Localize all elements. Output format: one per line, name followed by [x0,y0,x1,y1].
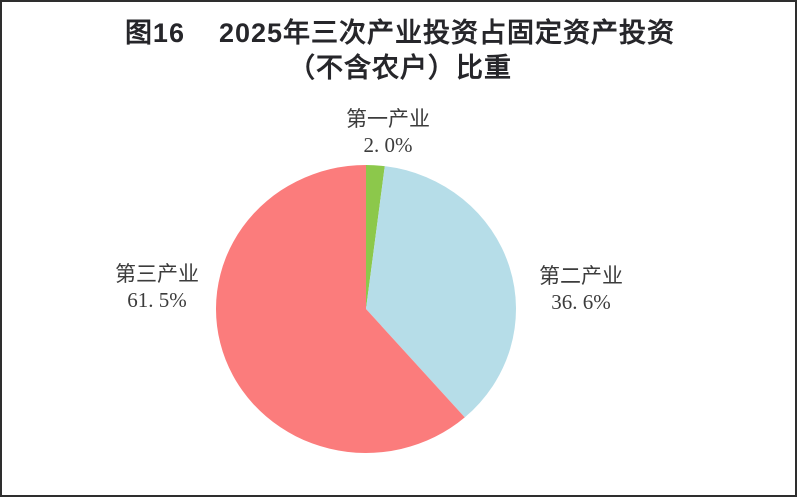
label-tertiary-industry: 第三产业 61. 5% [115,261,199,313]
label-tertiary-industry-value: 61. 5% [127,288,187,312]
figure-number: 图16 [124,18,185,48]
label-secondary-industry-value: 36. 6% [551,290,611,314]
pie-slice-secondary-industry [366,166,516,418]
pie-slice-tertiary-industry [215,165,465,454]
label-primary-industry-name: 第一产业 [346,107,430,131]
label-primary-industry-value: 2. 0% [363,133,413,157]
chart-title-line2: （不含农户）比重 [288,53,512,83]
pie-slice-primary-industry [366,165,385,309]
label-secondary-industry: 第二产业 36. 6% [539,263,623,315]
chart-title-line1: 图16 2025年三次产业投资占固定资产投资 [0,16,800,51]
chart-title: 图16 2025年三次产业投资占固定资产投资 （不含农户）比重 [0,16,800,86]
label-primary-industry: 第一产业 2. 0% [346,106,430,158]
label-tertiary-industry-name: 第三产业 [115,262,199,286]
chart-title-text: 2025年三次产业投资占固定资产投资 [218,18,676,48]
label-secondary-industry-name: 第二产业 [539,264,623,288]
